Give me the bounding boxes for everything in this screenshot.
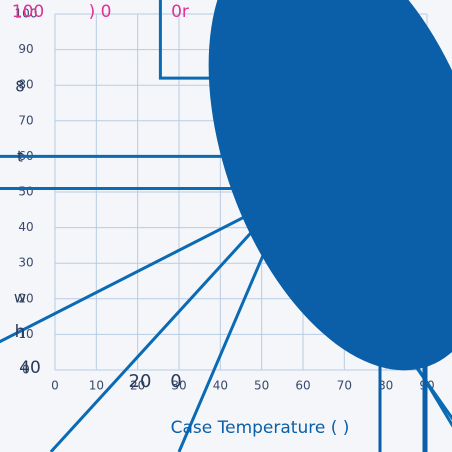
x-tick-label: 60 (295, 379, 310, 393)
blob (208, 0, 452, 371)
x-tick-label: 80 (378, 379, 393, 393)
x-tick-label: 50 (254, 379, 269, 393)
x-tick-label: 20 (130, 379, 145, 393)
y-tick-label: 90 (18, 42, 33, 56)
x-tick-label: 40 (213, 379, 228, 393)
x-axis-label: Case Temperature ( ) (171, 418, 350, 438)
x-tick-label: 30 (171, 379, 186, 393)
annotation: 100 (12, 2, 44, 22)
y-tick-label: 0 (22, 363, 30, 377)
annotation: 8 (15, 78, 25, 96)
x-tick-label: 0 (51, 379, 59, 393)
y-tick-label: 50 (18, 185, 33, 199)
y-tick-label: 100 (15, 7, 38, 21)
annotation: ) 0 (89, 2, 112, 22)
annotation: 20 (129, 371, 152, 392)
annotation: 0 (170, 371, 181, 392)
annotation: 0r (171, 2, 189, 22)
annotation: w (14, 289, 26, 307)
y-tick-label: 30 (18, 256, 33, 270)
annotation: 40 (19, 358, 41, 378)
y-tick-label: 80 (18, 78, 33, 92)
y-tick-label: 20 (18, 291, 33, 305)
y-tick-label: 40 (18, 220, 33, 234)
y-tick-label: 70 (18, 113, 33, 127)
series-line (0, 194, 288, 344)
annotation: t (17, 148, 23, 166)
x-tick-label: 70 (337, 379, 352, 393)
annotation: h (15, 322, 26, 342)
x-tick-label: 10 (89, 379, 104, 393)
